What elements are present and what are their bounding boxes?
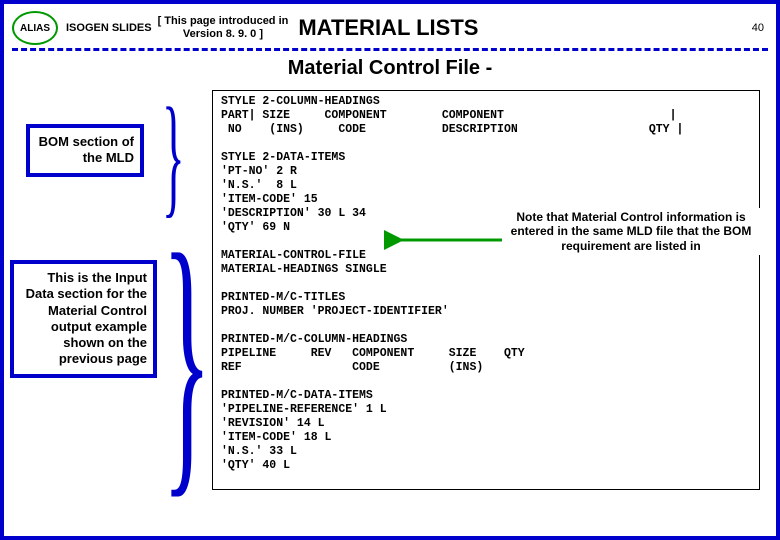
page-title: MATERIAL LISTS [298,15,751,41]
subtitle: Material Control File - [4,57,776,80]
code-panel: STYLE 2-COLUMN-HEADINGS PART| SIZE COMPO… [212,90,760,490]
alias-badge: ALIAS [12,11,58,45]
header: ALIAS ISOGEN SLIDES [ This page introduc… [4,4,776,48]
version-note: [ This page introduced in Version 8. 9. … [158,15,289,40]
material-control-note: Note that Material Control information i… [502,208,760,255]
header-separator [12,48,768,51]
brace-icon: } [162,88,185,223]
input-data-note-box: This is the Input Data section for the M… [10,260,157,378]
version-line-1: [ This page introduced in [158,15,289,28]
version-line-2: Version 8. 9. 0 ] [158,28,289,41]
bom-note-box: BOM section of the MLD [26,124,144,177]
page-number: 40 [752,22,768,34]
brace-icon: } [162,210,212,505]
isogen-label: ISOGEN SLIDES [66,22,152,34]
